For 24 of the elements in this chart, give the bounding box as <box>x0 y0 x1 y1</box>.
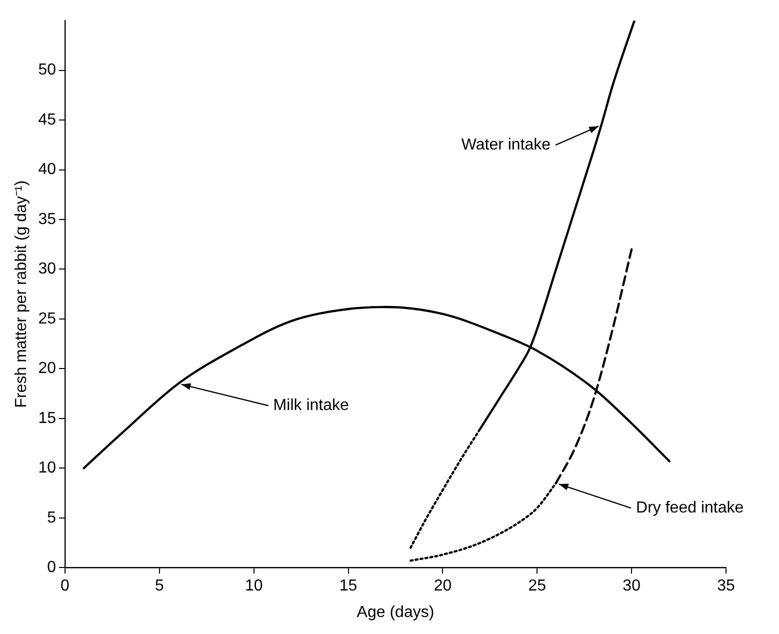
y-tick-label: 25 <box>38 310 56 328</box>
x-tick-label: 15 <box>339 578 358 595</box>
y-axis-title: Fresh matter per rabbit (g day⁻¹) <box>13 180 30 408</box>
annotation: Water intake <box>461 136 551 154</box>
annotation: Dry feed intake <box>636 499 744 516</box>
y-tick-label: 40 <box>38 161 56 178</box>
x-axis-title: Age (days) <box>356 604 434 621</box>
y-tick-label: 5 <box>47 509 56 526</box>
x-tick-label: 5 <box>154 578 164 595</box>
annotation: Milk intake <box>273 397 349 414</box>
y-tick-label: 15 <box>38 410 56 427</box>
y-tick-label: 35 <box>38 210 56 228</box>
x-tick-label: 10 <box>244 578 263 595</box>
x-tick-label: 0 <box>60 578 70 595</box>
y-tick-label: 0 <box>47 559 56 576</box>
y-tick-label: 10 <box>38 460 56 477</box>
x-tick-label: 20 <box>434 578 452 595</box>
y-tick-label: 50 <box>38 62 56 79</box>
x-tick-label: 35 <box>717 578 735 595</box>
y-tick-label: 45 <box>38 111 56 128</box>
x-tick-label: 25 <box>528 578 546 595</box>
x-tick-label: 30 <box>622 578 641 595</box>
y-tick-label: 20 <box>38 360 56 378</box>
y-tick-label: 30 <box>38 260 56 278</box>
